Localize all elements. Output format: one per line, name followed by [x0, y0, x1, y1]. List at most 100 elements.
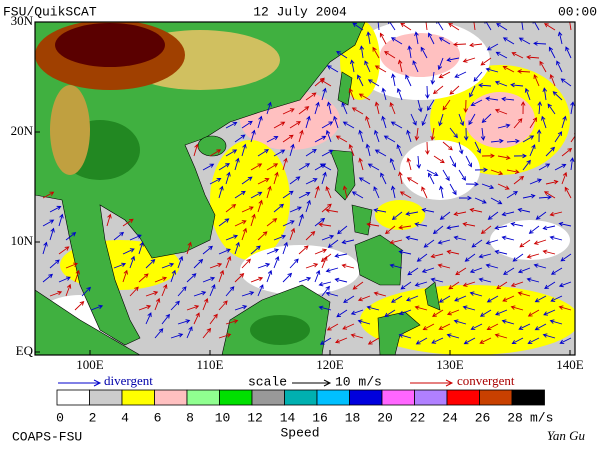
wind-arrow — [298, 163, 311, 171]
colorbar-label: 8 — [186, 410, 194, 425]
wind-arrow — [314, 269, 321, 283]
wind-arrow — [446, 333, 460, 339]
wind-arrow — [366, 222, 380, 227]
wind-arrow — [406, 295, 419, 302]
wind-arrow — [453, 42, 467, 47]
wind-arrow — [241, 291, 255, 297]
wind-arrow — [384, 225, 396, 235]
colorbar-label: 4 — [121, 410, 129, 425]
wind-arrow — [518, 323, 531, 330]
colorbar-label: 24 — [442, 410, 458, 425]
wind-arrow — [533, 41, 547, 46]
wind-arrow — [502, 295, 515, 302]
wind-arrow — [42, 191, 55, 199]
wind-arrow — [398, 225, 412, 230]
wind-arrow — [202, 327, 212, 339]
wind-arrow — [565, 46, 572, 59]
map-area — [35, 22, 575, 355]
wind-arrow — [522, 159, 531, 171]
wind-arrow — [538, 163, 551, 171]
wind-arrow — [383, 135, 396, 143]
wind-arrow — [318, 305, 332, 311]
wind-arrow — [417, 99, 423, 113]
wind-arrow — [209, 284, 216, 297]
colorbar-title: Speed — [280, 425, 319, 440]
wind-arrow — [42, 219, 55, 227]
wind-arrow — [325, 129, 332, 143]
wind-arrow — [318, 222, 332, 227]
wind-arrow — [453, 235, 467, 241]
wind-arrow — [90, 304, 104, 311]
wind-vectors — [42, 22, 575, 345]
wind-arrow — [494, 249, 508, 255]
wind-arrow — [541, 115, 547, 129]
wind-arrow — [74, 269, 80, 283]
wind-arrow — [335, 135, 348, 143]
wind-arrow — [406, 129, 412, 143]
wind-arrow — [481, 183, 495, 190]
wind-arrow — [367, 79, 380, 87]
wind-arrow — [494, 80, 508, 87]
wind-arrow — [257, 231, 268, 241]
wind-arrow — [273, 234, 287, 241]
wind-arrow — [374, 149, 387, 157]
wind-arrow — [561, 171, 568, 185]
wind-arrow — [266, 163, 279, 171]
wind-arrow — [129, 234, 142, 241]
wind-arrow — [455, 267, 467, 276]
wind-arrow — [154, 297, 161, 311]
wind-arrow — [554, 131, 563, 143]
wind-arrow — [282, 190, 294, 199]
wind-arrow — [438, 37, 451, 45]
wind-arrow — [305, 92, 317, 101]
wind-arrow — [266, 135, 279, 143]
wind-arrow — [282, 134, 294, 143]
wind-arrow — [425, 22, 428, 31]
wind-arrow — [400, 22, 412, 31]
wind-arrow — [513, 175, 525, 185]
wind-arrow — [559, 337, 572, 344]
wind-arrow — [470, 99, 483, 107]
scale-value: 10 m/s — [335, 374, 382, 389]
wind-arrow — [321, 285, 330, 297]
wind-arrow — [421, 113, 428, 126]
wind-arrow — [564, 186, 572, 199]
wind-arrow — [250, 129, 256, 143]
wind-arrow — [503, 267, 515, 275]
lon-label: 120E — [316, 357, 344, 372]
wind-arrow — [357, 74, 364, 87]
wind-arrow — [519, 239, 531, 248]
wind-arrow — [257, 262, 271, 269]
wind-arrow — [549, 73, 556, 87]
wind-arrow — [257, 115, 263, 129]
wind-arrow — [469, 291, 483, 297]
wind-arrow — [250, 276, 264, 283]
wind-arrow — [432, 85, 444, 95]
wind-arrow — [506, 191, 518, 199]
wind-arrow — [365, 143, 371, 157]
wind-arrow — [554, 163, 567, 171]
wind-arrow — [266, 101, 272, 115]
wind-arrow — [381, 87, 387, 101]
wind-arrow — [225, 149, 238, 157]
wind-arrow — [544, 281, 556, 289]
wind-arrow — [374, 65, 387, 73]
wind-arrow — [512, 253, 524, 262]
wind-arrow — [202, 297, 209, 311]
wind-arrow — [321, 234, 335, 241]
wind-arrow — [473, 71, 483, 82]
wind-arrow — [250, 213, 256, 227]
wind-arrow — [449, 183, 457, 196]
wind-arrow — [193, 291, 207, 297]
wind-arrow — [305, 262, 319, 269]
wind-arrow — [186, 241, 192, 255]
wind-arrow — [352, 22, 364, 31]
lat-labels: 30N 20N 10N EQ — [11, 13, 40, 358]
convergent-arrow-head — [445, 379, 454, 387]
wind-arrow — [495, 309, 508, 316]
wind-arrow — [374, 129, 380, 143]
wind-arrow — [400, 281, 412, 290]
wind-arrow — [398, 249, 412, 255]
wind-arrow — [314, 101, 320, 115]
wind-arrow — [359, 45, 365, 59]
